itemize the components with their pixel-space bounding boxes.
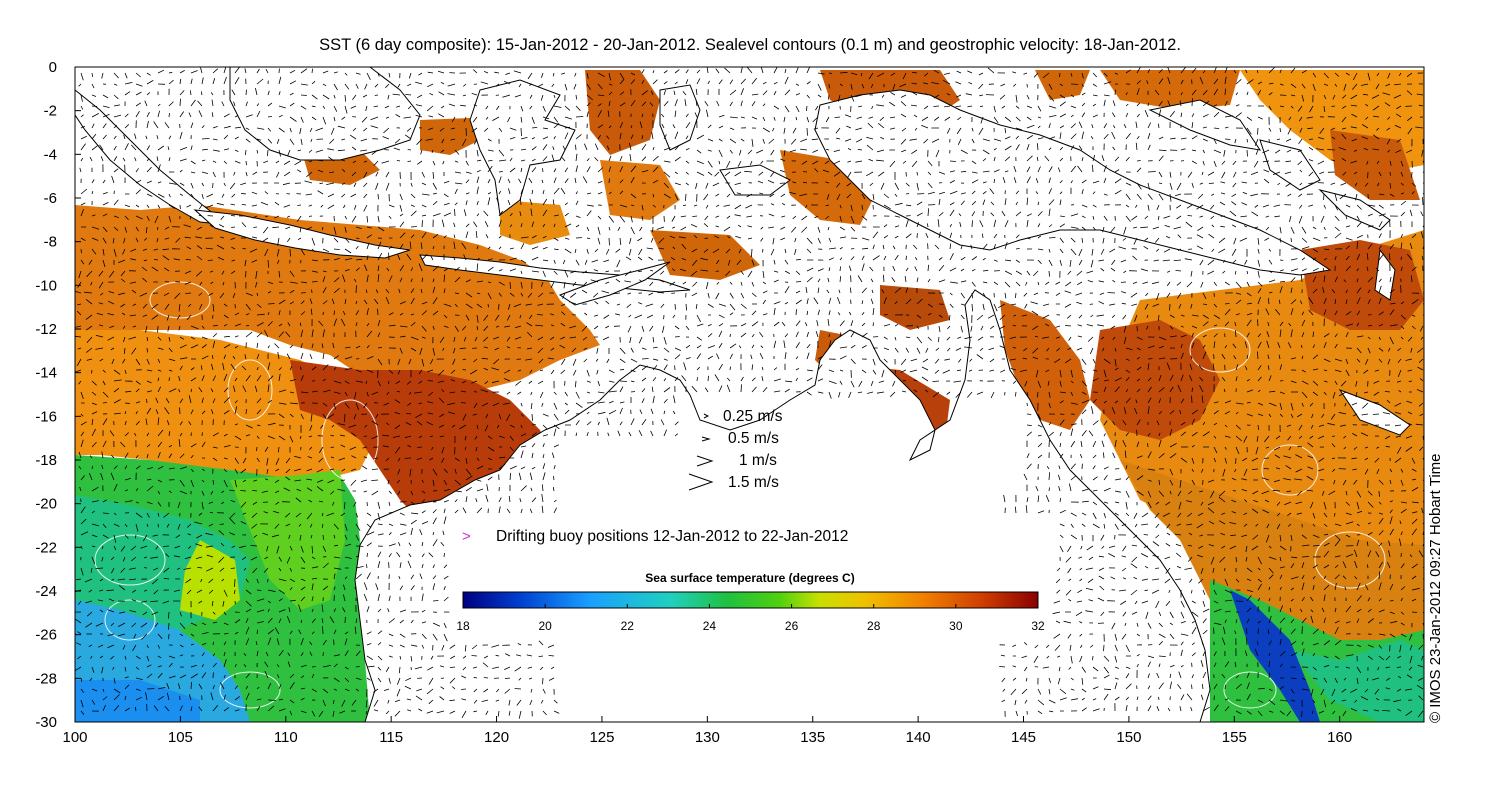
y-tick-label: -2 <box>44 103 57 120</box>
colorbar-tick-label: 26 <box>785 619 799 633</box>
sst-colorbar: Sea surface temperature (degrees C) 18 20… <box>456 571 1045 633</box>
timor-land <box>558 261 671 306</box>
imos-credit: © IMOS 23-Jan-2012 09:27 Hobart Time <box>1427 453 1444 723</box>
halmahera-land <box>659 84 701 151</box>
x-tick-label: 145 <box>1011 729 1036 746</box>
colorbar-tick-label: 32 <box>1031 619 1045 633</box>
y-tick-label: -16 <box>35 408 57 425</box>
y-tick-label: -8 <box>44 234 57 251</box>
legend-label-0-5: 0.5 m/s <box>728 430 779 447</box>
buoy-symbol: > <box>462 528 471 545</box>
colorbar-ticks: 18 20 22 24 26 28 30 32 <box>456 604 1045 633</box>
colorbar-tick-label: 24 <box>703 619 717 633</box>
x-tick-label: 140 <box>906 729 931 746</box>
australia-land <box>354 289 1211 722</box>
legend-arrow-0-25 <box>703 413 710 419</box>
y-tick-label: -22 <box>35 539 57 556</box>
y-tick-label: -26 <box>35 627 57 644</box>
sulawesi-land <box>469 79 576 216</box>
x-tick-label: 100 <box>62 729 87 746</box>
bougainville-land <box>1259 139 1321 191</box>
java-land <box>193 209 411 259</box>
y-tick-label: -24 <box>35 583 57 600</box>
legend-arrow-1 <box>696 455 714 467</box>
chart-title: SST (6 day composite): 15-Jan-2012 - 20-… <box>319 36 1181 54</box>
legend-arrow-1-5 <box>688 473 714 491</box>
colorbar-tick-label: 18 <box>456 619 470 633</box>
x-tick-label: 115 <box>379 729 403 746</box>
y-tick-label: -12 <box>35 321 57 338</box>
velocity-vectors <box>75 67 1424 719</box>
sst-patch-blue-deep <box>75 680 200 722</box>
legend-label-1-5: 1.5 m/s <box>728 474 779 491</box>
buoy-label: Drifting buoy positions 12-Jan-2012 to 2… <box>496 528 848 545</box>
colorbar-tick-label: 28 <box>867 619 881 633</box>
x-tick-label: 130 <box>695 729 720 746</box>
landmasses <box>75 67 1411 722</box>
legend-label-0-25: 0.25 m/s <box>723 408 783 425</box>
sst-patch-lime <box>230 470 345 610</box>
x-tick-label: 155 <box>1222 729 1247 746</box>
sst-patch-warm-north <box>75 205 600 400</box>
x-tick-label: 110 <box>274 729 298 746</box>
x-tick-label: 150 <box>1116 729 1141 746</box>
new-britain-land <box>1148 99 1262 151</box>
x-tick-label: 125 <box>589 729 614 746</box>
y-tick-label: -14 <box>35 365 57 382</box>
plot-frame <box>74 66 1425 723</box>
y-tick-label: -10 <box>35 277 57 294</box>
y-tick-label: -20 <box>35 496 57 513</box>
new-guinea-land <box>814 89 1332 276</box>
colorbar-tick-label: 30 <box>949 619 963 633</box>
velocity-vector-field <box>75 67 1424 719</box>
solomon-land <box>1318 189 1391 231</box>
buoy-legend: > Drifting buoy positions 12-Jan-2012 to… <box>462 528 848 545</box>
map-layers <box>75 67 1424 722</box>
x-tick-label: 135 <box>800 729 825 746</box>
new-caledonia-land <box>1338 388 1411 436</box>
y-tick-label: -4 <box>44 146 57 163</box>
sst-west-field <box>75 205 600 722</box>
colorbar-bar <box>462 591 1039 609</box>
borneo-land <box>229 67 421 161</box>
legend-arrow-0-5 <box>701 436 711 442</box>
colorbar-tick-label: 22 <box>621 619 635 633</box>
sst-patch-yellow <box>180 540 240 620</box>
x-axis: 100 105 110 115 120 125 130 135 140 145 150 155 160 <box>62 716 1352 746</box>
colorbar-title: Sea surface temperature (degrees C) <box>645 571 854 585</box>
sst-patch-coral-hot <box>1090 320 1220 440</box>
velocity-legend: 0.25 m/s 0.5 m/s 1 m/s 1.5 m/s <box>688 408 783 491</box>
x-tick-label: 160 <box>1327 729 1352 746</box>
sst-patch-gbr-north <box>1000 300 1090 430</box>
legend-label-1: 1 m/s <box>739 452 777 469</box>
sst-patch-solomon <box>1300 240 1424 330</box>
sst-patch-tasman-cyan <box>1290 640 1424 722</box>
colorbar-tick-label: 20 <box>538 619 552 633</box>
sst-patch-eac-cold <box>1230 590 1320 722</box>
x-tick-label: 120 <box>484 729 509 746</box>
y-tick-label: -18 <box>35 452 57 469</box>
y-tick-label: 0 <box>49 59 57 76</box>
y-axis: 0 -2 -4 -6 -8 -10 -12 -14 -16 -18 -20 -22 -24 -26 -28 -… <box>35 59 81 731</box>
y-tick-label: -6 <box>44 190 57 207</box>
sealevel-contours <box>94 281 1386 709</box>
x-tick-label: 105 <box>168 729 193 746</box>
y-tick-label: -30 <box>35 714 57 731</box>
seram-land <box>719 164 791 196</box>
y-tick-label: -28 <box>35 670 57 687</box>
